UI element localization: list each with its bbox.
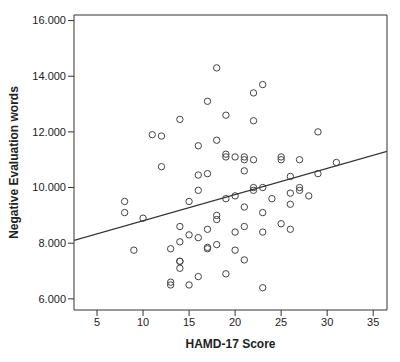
svg-text:10: 10: [137, 316, 149, 328]
svg-text:6.000: 6.000: [38, 293, 66, 305]
svg-text:30: 30: [321, 316, 333, 328]
svg-text:25: 25: [275, 316, 287, 328]
svg-text:HAMD-17 Score: HAMD-17 Score: [185, 337, 275, 351]
svg-text:5: 5: [94, 316, 100, 328]
svg-text:8.000: 8.000: [38, 237, 66, 249]
svg-text:12.000: 12.000: [32, 126, 66, 138]
svg-text:10.000: 10.000: [32, 181, 66, 193]
svg-text:16.000: 16.000: [32, 14, 66, 26]
svg-text:14.000: 14.000: [32, 70, 66, 82]
svg-text:20: 20: [229, 316, 241, 328]
svg-text:15: 15: [183, 316, 195, 328]
svg-text:35: 35: [367, 316, 379, 328]
svg-text:Negative Evaluation words: Negative Evaluation words: [8, 86, 21, 239]
